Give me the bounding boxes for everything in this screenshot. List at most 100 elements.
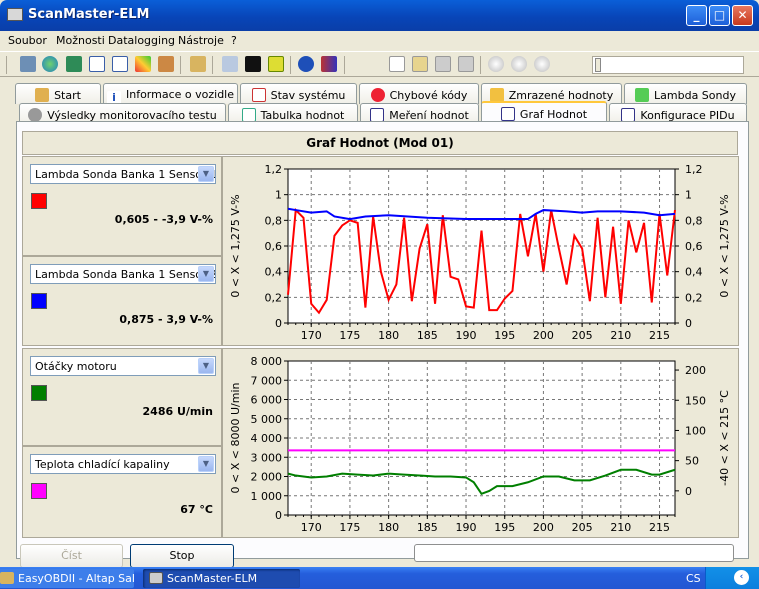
lambda-chart: 0 0,2 0,4 0,6 0,8 1 1,2 0 0,2 0,4 0,6 0,8 1 1,2 170 175… xyxy=(229,163,731,342)
x-tick-label: 215 xyxy=(649,329,670,342)
sensor-1-select[interactable]: Lambda Sonda Banka 1 Sensor 1 ▼ xyxy=(30,164,216,184)
playback-slider[interactable] xyxy=(592,56,744,74)
sensor-3-select[interactable]: Otáčky motoru ▼ xyxy=(30,356,216,376)
pause-icon[interactable] xyxy=(511,56,527,72)
search-icon[interactable] xyxy=(222,56,238,72)
y-left-tick-label: 6 000 xyxy=(251,394,283,407)
tab-system-status[interactable]: Stav systému xyxy=(240,83,357,104)
system-tray: ‹ xyxy=(705,567,759,589)
tab-measurement[interactable]: Meření hodnot xyxy=(360,103,479,124)
read-button[interactable]: Číst xyxy=(20,544,123,568)
tab-error-codes[interactable]: Chybové kódy xyxy=(359,83,479,104)
y-right-tick-label: 100 xyxy=(685,424,706,437)
language-indicator[interactable]: CS xyxy=(686,572,701,585)
menu-moznosti[interactable]: Možnosti xyxy=(56,34,105,47)
settings-icon[interactable] xyxy=(66,56,82,72)
tab-start[interactable]: Start xyxy=(15,83,101,104)
chart-icon[interactable] xyxy=(112,56,128,72)
error-icon xyxy=(370,88,385,102)
y-left-tick-label: 1,2 xyxy=(265,163,283,176)
x-tick-label: 195 xyxy=(494,521,515,534)
folder-icon xyxy=(0,572,14,584)
toolbar-separator xyxy=(6,56,7,74)
series-line xyxy=(287,468,676,496)
stop-button[interactable]: Stop xyxy=(130,544,234,568)
y-left-tick-label: 1 xyxy=(275,189,282,202)
y-right-tick-label: 1 xyxy=(685,189,692,202)
sensor-4-value: 67 °C xyxy=(180,503,213,516)
y-left-tick-label: 3 000 xyxy=(251,451,283,464)
minimize-button[interactable]: _ xyxy=(686,5,707,26)
menu-nastroje[interactable]: Nástroje xyxy=(178,34,224,47)
x-tick-label: 210 xyxy=(610,521,631,534)
x-tick-label: 185 xyxy=(417,521,438,534)
menu-datalogging[interactable]: Datalogging xyxy=(108,34,176,47)
y-right-tick-label: 150 xyxy=(685,394,706,407)
tab-monitor-test[interactable]: Výsledky monitorovacího testu xyxy=(19,103,226,124)
chevron-down-icon[interactable]: ▼ xyxy=(198,358,214,374)
y-left-tick-label: 5 000 xyxy=(251,413,283,426)
x-tick-label: 175 xyxy=(339,329,360,342)
maximize-button[interactable]: □ xyxy=(709,5,730,26)
tab-pid-config[interactable]: Konfigurace PIDu xyxy=(609,103,747,124)
y-left-tick-label: 0,8 xyxy=(265,214,283,227)
tab-freeze-frame[interactable]: Zmrazené hodnoty xyxy=(481,83,622,104)
palette-icon[interactable] xyxy=(135,56,151,72)
sensor-2-value: 0,875 - 3,9 V-% xyxy=(119,313,213,326)
globe-icon[interactable] xyxy=(42,56,58,72)
x-tick-label: 170 xyxy=(301,329,322,342)
x-tick-label: 215 xyxy=(649,521,670,534)
chevron-down-icon[interactable]: ▼ xyxy=(198,456,214,472)
y-right-tick-label: 50 xyxy=(685,455,699,468)
sensor-3-color-swatch[interactable] xyxy=(31,385,47,401)
sensor-2-color-swatch[interactable] xyxy=(31,293,47,309)
connect-icon[interactable] xyxy=(20,56,36,72)
menu-bar: Soubor Možnosti Datalogging Nástroje ? xyxy=(0,31,759,51)
sensor-4-select[interactable]: Teplota chladící kapaliny ▼ xyxy=(30,454,216,474)
y-right-tick-label: 0,2 xyxy=(685,291,703,304)
clipboard-icon[interactable] xyxy=(190,56,206,72)
terminal-icon[interactable] xyxy=(245,56,261,72)
close-button[interactable]: ✕ xyxy=(732,5,753,26)
exit-icon[interactable] xyxy=(321,56,337,72)
tab-value-graph[interactable]: Graf Hodnot xyxy=(481,101,607,123)
sensor-4-color-swatch[interactable] xyxy=(31,483,47,499)
open-folder-icon[interactable] xyxy=(412,56,428,72)
rpm-temp-chart: 0 1 000 2 000 3 000 4 000 5 000 6 000 7 000 8 00… xyxy=(229,355,731,534)
sensor-1-color-swatch[interactable] xyxy=(31,193,47,209)
x-tick-label: 185 xyxy=(417,329,438,342)
slider-thumb[interactable] xyxy=(595,58,601,72)
taskbar-item-scanmaster[interactable]: ScanMaster-ELM xyxy=(143,569,300,588)
tab-vehicle-info[interactable]: i Informace o vozidle xyxy=(103,83,238,105)
chevron-down-icon[interactable]: ▼ xyxy=(198,266,214,282)
chevron-left-icon[interactable]: ‹ xyxy=(734,570,749,585)
x-tick-label: 205 xyxy=(572,329,593,342)
print-icon[interactable] xyxy=(458,56,474,72)
y-left-axis-label: 0 < X < 1,275 V-% xyxy=(229,194,242,297)
sensor-2-select[interactable]: Lambda Sonda Banka 1 Sensor 2 ▼ xyxy=(30,264,216,284)
table-icon xyxy=(241,108,256,122)
y-right-tick-label: 0,8 xyxy=(685,214,703,227)
save-icon[interactable] xyxy=(435,56,451,72)
sensor-1-value: 0,605 - -3,9 V-% xyxy=(114,213,213,226)
home-icon xyxy=(35,88,50,102)
tab-lambda-sensors[interactable]: Lambda Sondy xyxy=(624,83,747,104)
info-icon[interactable] xyxy=(298,56,314,72)
battery-icon[interactable] xyxy=(268,56,284,72)
menu-soubor[interactable]: Soubor xyxy=(8,34,47,47)
tab-value-table[interactable]: Tabulka hodnot xyxy=(228,103,358,124)
y-right-axis-label: -40 < X < 215 °C xyxy=(718,390,731,486)
window-title: ScanMaster-ELM xyxy=(28,7,150,22)
y-left-tick-label: 0 xyxy=(275,317,282,330)
new-file-icon[interactable] xyxy=(389,56,405,72)
stop-icon[interactable] xyxy=(534,56,550,72)
chevron-down-icon[interactable]: ▼ xyxy=(198,166,214,182)
play-icon[interactable] xyxy=(488,56,504,72)
taskbar-item-easyobd[interactable]: EasyOBDII - Altap Sal... xyxy=(0,569,134,588)
menu-help[interactable]: ? xyxy=(231,34,237,47)
progress-bar xyxy=(414,544,734,562)
toolbar-separator xyxy=(290,56,291,74)
config-icon xyxy=(621,108,636,122)
user-icon[interactable] xyxy=(158,56,174,72)
table-icon[interactable] xyxy=(89,56,105,72)
